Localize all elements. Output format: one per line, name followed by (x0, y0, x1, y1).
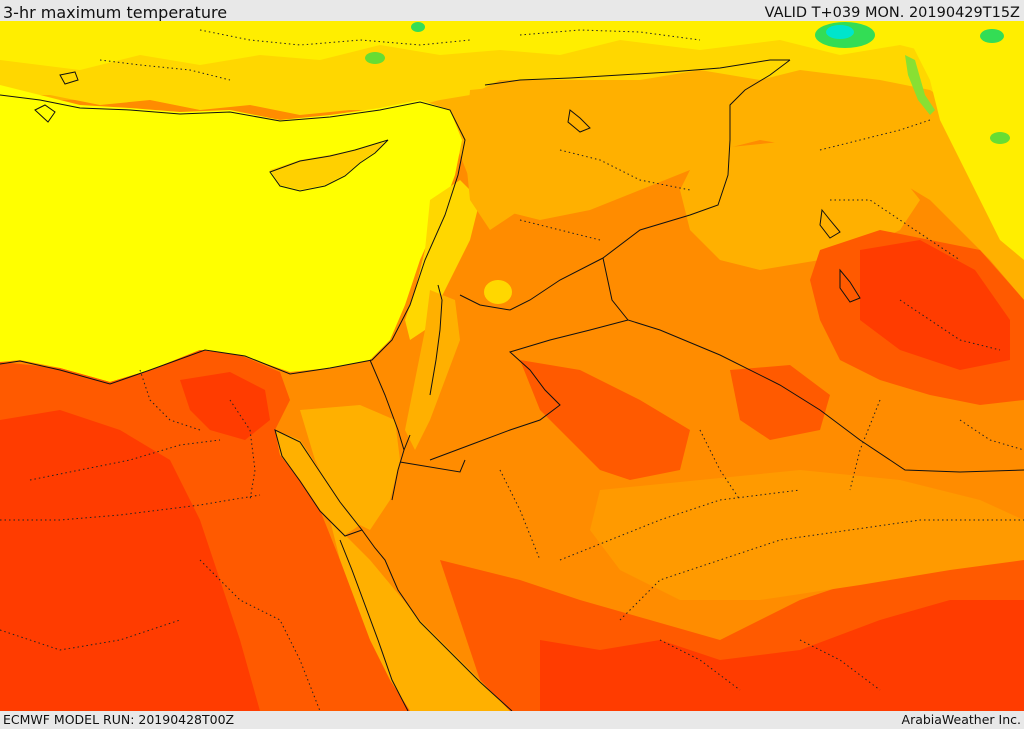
green-cold-spot-5 (990, 132, 1010, 144)
saudi-central-deep-orange (520, 360, 690, 480)
east-yellow-zone (900, 21, 1024, 260)
north-bright-yellow (0, 21, 1024, 70)
iraq-west-deep-orange (730, 365, 830, 440)
valid-time: VALID T+039 MON. 20190429T15Z (764, 5, 1020, 21)
model-run-label: ECMWF MODEL RUN: 20190428T00Z (3, 712, 235, 727)
coastlines (0, 71, 861, 711)
map-header: 3-hr maximum temperature VALID T+039 MON… (0, 0, 1024, 22)
cyan-cold-spot (826, 25, 854, 39)
dead-sea-rift-light (405, 290, 460, 450)
green-cold-spot-3 (365, 52, 385, 64)
green-cold-spot-2 (980, 29, 1004, 43)
egypt-red-hotspot (0, 410, 260, 711)
levant-coast-yellow (405, 180, 480, 340)
jordan-light-patch (484, 280, 512, 304)
temperature-field (0, 21, 1024, 711)
temperature-map (0, 21, 1024, 711)
country-borders (369, 59, 1024, 473)
green-cold-spot-4 (411, 22, 425, 32)
sinai-light-orange (300, 405, 400, 530)
green-strip-east (905, 55, 935, 115)
egypt-red-hotspot-2 (180, 372, 270, 440)
cyprus-island (270, 142, 385, 190)
gulf-of-suez (275, 430, 360, 535)
iraq-red-hotspot (860, 240, 1010, 370)
syria-light-orange (465, 85, 620, 230)
map-title: 3-hr maximum temperature (3, 3, 228, 22)
red-sea (330, 520, 510, 711)
province-borders (0, 29, 1024, 711)
saudi-plateau-light (590, 470, 1024, 600)
map-footer: ECMWF MODEL RUN: 20190428T00Z ArabiaWeat… (0, 711, 1024, 729)
arabia-red-hotspot (540, 600, 1024, 711)
credit-label: ArabiaWeather Inc. (901, 712, 1021, 727)
